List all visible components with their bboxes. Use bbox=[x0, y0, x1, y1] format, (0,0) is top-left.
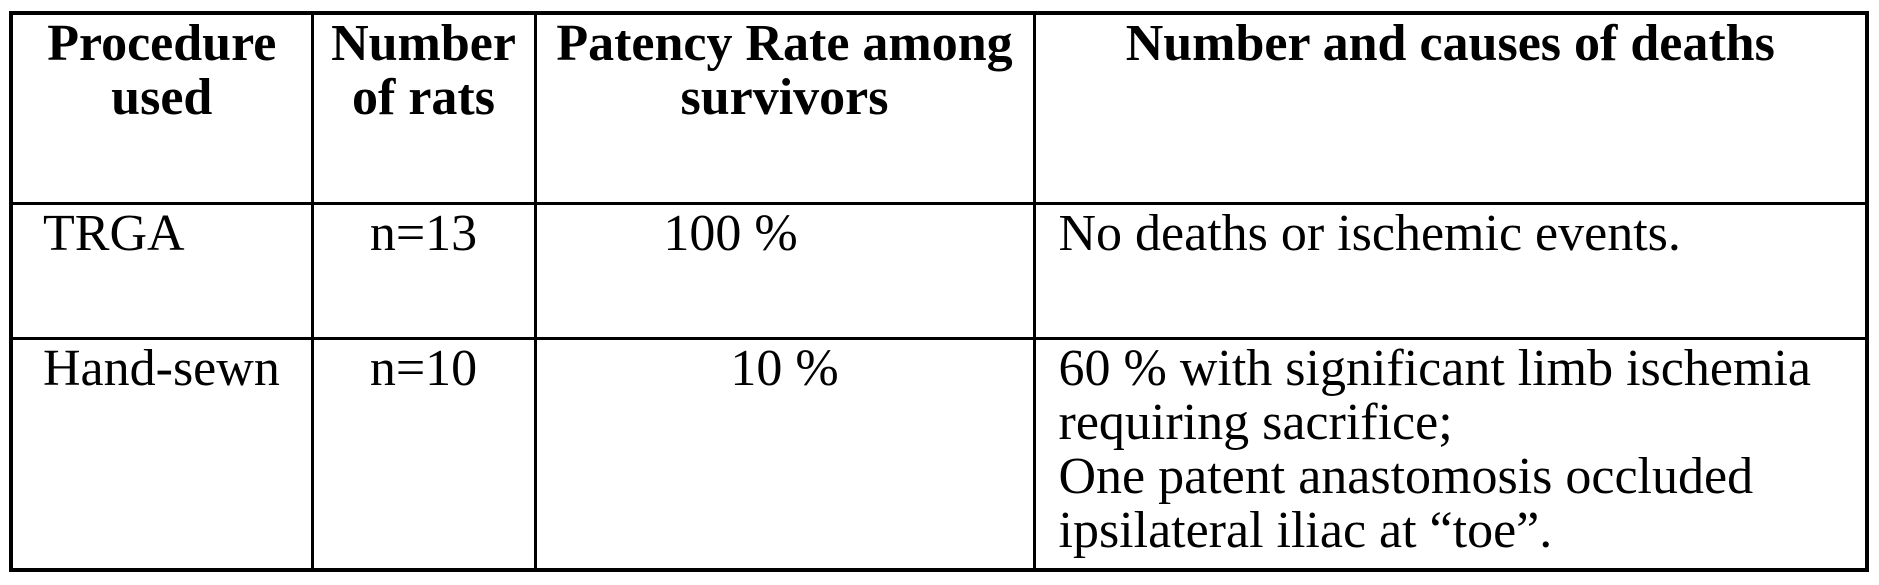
procedure-cell: TRGA bbox=[9, 201, 314, 340]
procedure-cell: Hand-sewn bbox=[9, 336, 314, 572]
deaths-cell: 60 % with significant limb ischemia requ… bbox=[1032, 336, 1869, 572]
column-header-number-of-rats: Number of rats bbox=[310, 11, 537, 205]
column-header-deaths: Number and causes of deaths bbox=[1032, 11, 1869, 205]
deaths-cell: No deaths or ischemic events. bbox=[1032, 201, 1869, 340]
table-row-trga: TRGA n=13 100 % No deaths or ischemic ev… bbox=[9, 201, 1869, 340]
number-of-rats-cell: n=13 bbox=[310, 201, 537, 340]
patency-rate-cell: 10 % bbox=[533, 336, 1036, 572]
number-of-rats-cell: n=10 bbox=[310, 336, 537, 572]
column-header-patency-rate: Patency Rate among survivors bbox=[533, 11, 1036, 205]
table-row-hand-sewn: Hand-sewn n=10 10 % 60 % with significan… bbox=[9, 336, 1869, 572]
patency-rate-cell: 100 % bbox=[533, 201, 1036, 340]
column-header-procedure-used: Procedure used bbox=[9, 11, 314, 205]
document-page: Procedure used Number of rats Patency Ra… bbox=[0, 11, 1879, 585]
results-table: Procedure used Number of rats Patency Ra… bbox=[9, 11, 1869, 572]
table-header-row: Procedure used Number of rats Patency Ra… bbox=[9, 11, 1869, 205]
